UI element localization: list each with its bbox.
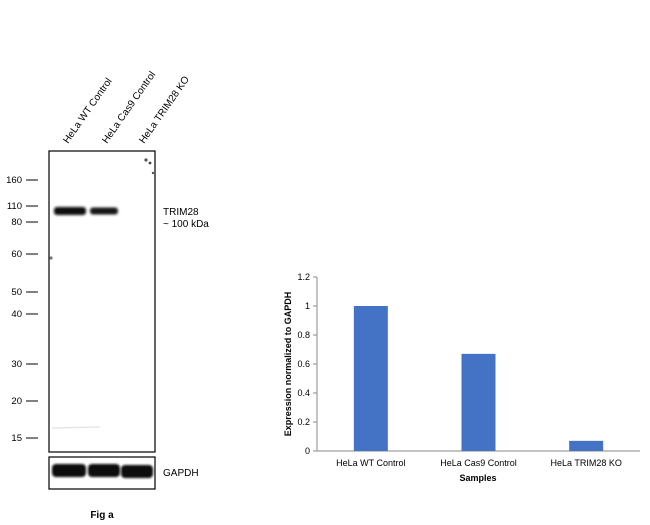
mw-markers: 160 110 80 60 50 40 30 20 15 [6, 175, 38, 444]
bar [353, 306, 388, 451]
y-tick-label: 0.2 [297, 417, 310, 427]
marker-label: 110 [7, 201, 22, 212]
gapdh-band-3 [121, 465, 153, 478]
x-axis-title: Samples [459, 473, 496, 483]
bars [353, 306, 604, 451]
y-tick-label: 0.6 [297, 359, 310, 369]
marker-label: 50 [11, 287, 22, 298]
x-tick-label: HeLa Cas9 Control [440, 458, 517, 468]
figure-caption: Fig a [90, 510, 114, 521]
bar [569, 440, 604, 451]
band-lane-1 [54, 207, 86, 215]
marker-label: 160 [6, 175, 22, 186]
marker-label: 15 [11, 433, 22, 444]
y-tick-label: 0.8 [297, 330, 310, 340]
x-tick-label: HeLa WT Control [336, 458, 405, 468]
trim28-bands [54, 207, 118, 215]
target-label: TRIM28 [163, 207, 199, 218]
marker-label: 60 [11, 249, 22, 260]
band-lane-2 [90, 207, 118, 215]
marker-label: 40 [11, 309, 22, 320]
marker-label: 80 [11, 217, 22, 228]
y-tick-label: 1.2 [297, 272, 310, 282]
gapdh-band-1 [52, 464, 86, 477]
y-tick-label: 1 [305, 301, 310, 311]
loading-label: GAPDH [163, 468, 199, 479]
x-tick-label: HeLa TRIM28 KO [550, 458, 621, 468]
y-tick-label: 0.4 [297, 388, 310, 398]
blot-membrane [48, 150, 156, 453]
x-ticks: HeLa WT Control HeLa Cas9 Control HeLa TRI… [336, 458, 622, 468]
gapdh-band-2 [88, 464, 120, 477]
y-tick-label: 0 [305, 446, 310, 456]
bar [461, 353, 496, 451]
y-ticks: 0 0.2 0.4 0.6 0.8 1 1.2 [297, 272, 317, 456]
western-blot: HeLa WT Control HeLa Cas9 Control HeLa T… [6, 70, 209, 521]
y-axis-title: Expression normalized to GAPDH [283, 292, 293, 437]
marker-label: 20 [11, 396, 22, 407]
gapdh-bands [52, 464, 153, 478]
target-size: ~ 100 kDa [163, 219, 209, 230]
bar-chart: 0 0.2 0.4 0.6 0.8 1 1.2 HeLa WT Control HeLa Ca… [283, 272, 640, 483]
membrane-artifacts [49, 158, 155, 429]
marker-label: 30 [11, 359, 22, 370]
